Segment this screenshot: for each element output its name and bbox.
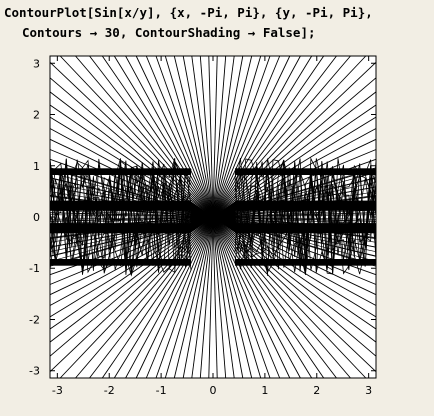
x-tick-label-4: 1 (261, 384, 268, 397)
input-line-1[interactable]: ContourPlot[Sin[x/y], {x, -Pi, Pi}, {y, … (4, 5, 373, 20)
y-tick-label-6: -3 (29, 365, 40, 378)
y-tick-label-1: 2 (33, 109, 40, 122)
dense-band--1-0 (50, 168, 191, 175)
dense-band--1-1 (50, 200, 191, 211)
dense-band-1-3 (235, 259, 376, 266)
x-tick-label-6: 3 (365, 384, 372, 397)
dense-band-1-1 (235, 200, 376, 211)
x-tick-label-2: -1 (156, 384, 167, 397)
input-line-2[interactable]: Contours → 30, ContourShading → False]; (22, 25, 316, 40)
y-tick-label-0: 3 (33, 57, 40, 70)
x-tick-label-1: -2 (104, 384, 115, 397)
dense-band (49, 157, 377, 277)
y-tick-label-3: 0 (33, 211, 40, 224)
dense-contour--1-13 (49, 159, 192, 270)
x-tick-label-3: 0 (210, 384, 217, 397)
center-pinch (191, 201, 235, 233)
output-cell: -3 -2 -1 0 1 2 3 3 2 1 0 -1 -2 -3 (0, 46, 434, 412)
y-axis-ticks: 3 2 1 0 -1 -2 -3 (29, 57, 376, 378)
x-tick-label-5: 2 (313, 384, 320, 397)
y-tick-label-2: 1 (33, 160, 40, 173)
contour-plot: -3 -2 -1 0 1 2 3 3 2 1 0 -1 -2 -3 (29, 55, 377, 397)
dense-band--1-3 (50, 259, 191, 266)
x-axis-ticks: -3 -2 -1 0 1 2 3 (52, 56, 372, 397)
dense-band-1-2 (235, 223, 376, 234)
y-tick-label-5: -2 (29, 313, 40, 326)
x-tick-label-0: -3 (52, 384, 63, 397)
dense-contour-1-8 (234, 158, 377, 265)
input-cell[interactable]: ContourPlot[Sin[x/y], {x, -Pi, Pi}, {y, … (4, 3, 432, 43)
dense-band-1-0 (235, 168, 376, 175)
y-tick-label-4: -1 (29, 262, 40, 275)
dense-band--1-2 (50, 223, 191, 234)
